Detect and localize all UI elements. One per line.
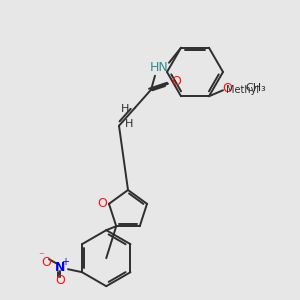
Text: O: O xyxy=(222,82,232,95)
Text: O: O xyxy=(55,274,65,287)
Text: CH₃: CH₃ xyxy=(245,83,266,93)
Text: HN: HN xyxy=(150,61,168,74)
Text: O: O xyxy=(171,75,181,88)
Text: O: O xyxy=(41,256,51,269)
Text: N: N xyxy=(55,261,65,274)
Text: Methyl: Methyl xyxy=(226,85,260,95)
Text: +: + xyxy=(61,257,69,267)
Text: H: H xyxy=(125,119,133,129)
Text: O: O xyxy=(97,197,107,210)
Text: H: H xyxy=(121,104,129,114)
Text: ⁻: ⁻ xyxy=(38,251,44,261)
